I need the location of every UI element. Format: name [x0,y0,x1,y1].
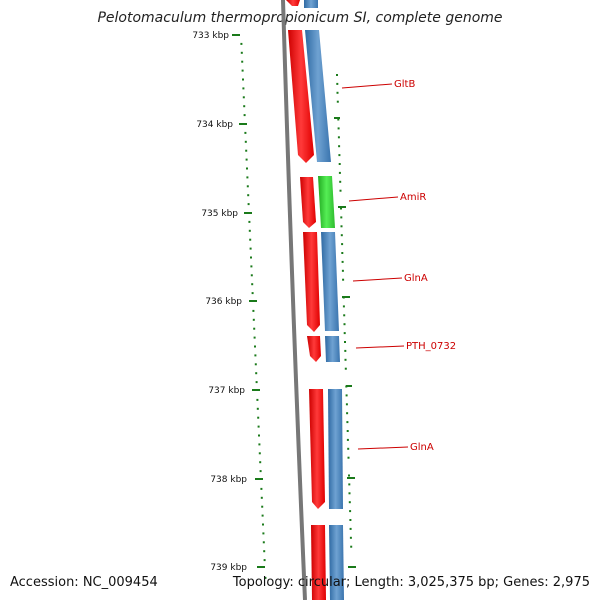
tick-label: 738 kbp [210,475,247,485]
gene-reverse-2[interactable] [300,177,316,228]
gene-label-pth0732[interactable]: PTH_0732 [406,341,456,352]
tick-label: 739 kbp [210,563,247,573]
gene-glna-2-forward[interactable] [328,389,343,509]
scale-ticks [232,34,265,568]
gene-label-amir[interactable]: AmiR [400,192,426,203]
gene-forward-top[interactable] [304,0,318,8]
gene-bottom-forward[interactable] [329,525,344,600]
gene-glna-1-reverse[interactable] [303,232,320,332]
minor-ticks [240,42,267,579]
gene-pth0732-forward[interactable] [325,336,340,362]
tick-label: 735 kbp [201,209,238,219]
tick-label: 736 kbp [205,297,242,307]
gene-pth0732-reverse[interactable] [307,336,321,362]
topology-text: Topology: circular; Length: 3,025,375 bp… [232,575,590,590]
gene-amir[interactable] [318,176,335,228]
gene-label-gltb[interactable]: GltB [394,79,415,90]
outer-minor-ticks [336,74,353,548]
tick-label: 737 kbp [208,386,245,396]
map-title: Pelotomaculum thermopropionicum SI, comp… [97,10,503,26]
gene-label-glna-2[interactable]: GlnA [410,442,434,453]
tick-label: 734 kbp [196,120,233,130]
gene-bottom-reverse[interactable] [311,525,326,600]
label-leaders [341,83,409,450]
tick-label: 733 kbp [192,31,229,41]
gene-arrow-top[interactable] [286,0,300,6]
gene-glna-2-reverse[interactable] [309,389,325,509]
gene-label-glna-1[interactable]: GlnA [404,273,428,284]
accession-text: Accession: NC_009454 [10,575,158,590]
backbone-arc [281,0,307,600]
gene-glna-1-forward[interactable] [321,232,339,331]
gene-gltb-forward[interactable] [305,30,331,162]
gene-gltb-reverse[interactable] [288,30,314,163]
